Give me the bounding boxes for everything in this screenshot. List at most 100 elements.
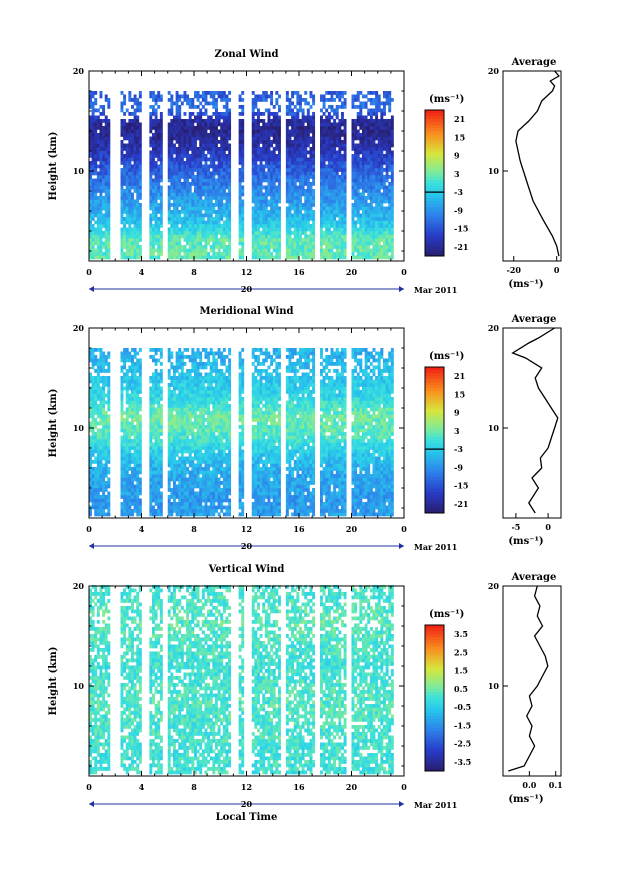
heatmap-cell <box>215 255 218 260</box>
heatmap-cell <box>333 252 337 256</box>
heatmap-cell <box>272 213 276 218</box>
heatmap-cell <box>267 140 271 144</box>
heatmap-cell <box>178 168 182 172</box>
heatmap-cell <box>149 379 153 384</box>
heatmap-cell <box>291 213 295 218</box>
heatmap-cell <box>212 196 216 200</box>
heatmap-cell <box>375 157 379 162</box>
heatmap-cell <box>251 227 255 232</box>
heatmap-cell <box>99 171 103 176</box>
heatmap-cell <box>173 192 176 197</box>
heatmap-cell <box>372 213 376 218</box>
heatmap-cell <box>225 245 229 249</box>
heatmap-cell <box>372 91 376 95</box>
heatmap-cell <box>178 213 182 218</box>
heatmap-cell <box>138 255 142 260</box>
heatmap-cell <box>183 213 187 218</box>
heatmap-cell <box>96 140 100 144</box>
heatmap-cell <box>241 140 245 144</box>
heatmap-cell <box>96 203 100 207</box>
heatmap-cell <box>335 224 339 228</box>
heatmap-cell <box>104 217 108 221</box>
heatmap-cell <box>178 122 182 127</box>
heatmap-cell <box>201 119 205 123</box>
heatmap-cell <box>301 136 305 141</box>
heatmap-cell <box>99 505 103 510</box>
heatmap-cell <box>128 126 132 130</box>
heatmap-cell <box>380 161 384 165</box>
colorbar-segment <box>425 246 444 251</box>
heatmap-cell <box>123 418 127 422</box>
heatmap-cell <box>125 348 129 352</box>
heatmap-cell <box>270 98 274 102</box>
heatmap-cell <box>238 150 242 155</box>
colorbar-tick-label: 15 <box>454 132 465 142</box>
heatmap-cell <box>183 185 187 190</box>
heatmap-cell <box>107 379 111 384</box>
heatmap-cell <box>191 227 195 232</box>
heatmap-cell <box>362 133 365 137</box>
heatmap-cell <box>217 220 221 225</box>
heatmap-cell <box>136 255 140 260</box>
heatmap-cell <box>254 126 258 130</box>
heatmap-cell <box>125 512 129 517</box>
heatmap-cell <box>204 196 208 200</box>
heatmap-cell <box>330 126 334 130</box>
heatmap-cell <box>341 196 344 200</box>
heatmap-cell <box>173 238 176 242</box>
heatmap-cell <box>178 143 182 148</box>
heatmap-cell <box>128 157 132 162</box>
heatmap-cell <box>367 234 371 239</box>
heatmap-cell <box>175 150 179 155</box>
heatmap-cell <box>89 255 92 260</box>
heatmap-cell <box>102 411 106 415</box>
heatmap-cell <box>120 91 124 95</box>
heatmap-cell <box>270 217 274 221</box>
heatmap-cell <box>272 175 276 179</box>
heatmap-cell <box>372 157 376 162</box>
heatmap-cell <box>327 252 331 256</box>
heatmap-cell <box>264 196 268 200</box>
heatmap-cell <box>241 126 245 130</box>
heatmap-cell <box>133 376 137 380</box>
heatmap-cell <box>296 199 300 204</box>
heatmap-cell <box>131 470 134 475</box>
heatmap-cell <box>354 98 358 102</box>
heatmap-cell <box>322 252 326 256</box>
heatmap-cell <box>201 182 205 186</box>
heatmap-cell <box>188 185 192 190</box>
heatmap-cell <box>293 234 297 239</box>
heatmap-cell <box>136 442 140 447</box>
heatmap-cell <box>91 355 95 359</box>
heatmap-cell <box>338 91 342 95</box>
heatmap-cell <box>375 129 379 134</box>
heatmap-cell <box>288 196 292 200</box>
heatmap-cell <box>209 224 213 228</box>
heatmap-cell <box>341 154 344 158</box>
heatmap-cell <box>96 390 100 394</box>
heatmap-cell <box>133 509 137 513</box>
heatmap-cell <box>191 175 195 179</box>
heatmap-cell <box>354 185 358 190</box>
heatmap-cell <box>270 206 274 211</box>
heatmap-cell <box>152 407 155 412</box>
heatmap-cell <box>107 185 111 190</box>
heatmap-cell <box>238 192 242 197</box>
heatmap-cell <box>199 231 203 235</box>
heatmap-cell <box>377 192 381 197</box>
heatmap-cell <box>136 101 140 106</box>
heatmap-cell <box>359 252 363 256</box>
heatmap-cell <box>293 199 297 204</box>
heatmap-cell <box>285 252 289 256</box>
heatmap-cell <box>299 126 302 130</box>
heatmap-cell <box>338 168 342 172</box>
heatmap-cell <box>194 115 197 120</box>
heatmap-cell <box>188 217 192 221</box>
heatmap-cell <box>125 154 129 158</box>
heatmap-cell <box>175 112 179 116</box>
heatmap-cell <box>201 112 205 116</box>
heatmap-cell <box>102 414 106 419</box>
heatmap-cell <box>375 182 379 186</box>
heatmap-cell <box>212 224 216 228</box>
heatmap-cell <box>212 161 216 165</box>
